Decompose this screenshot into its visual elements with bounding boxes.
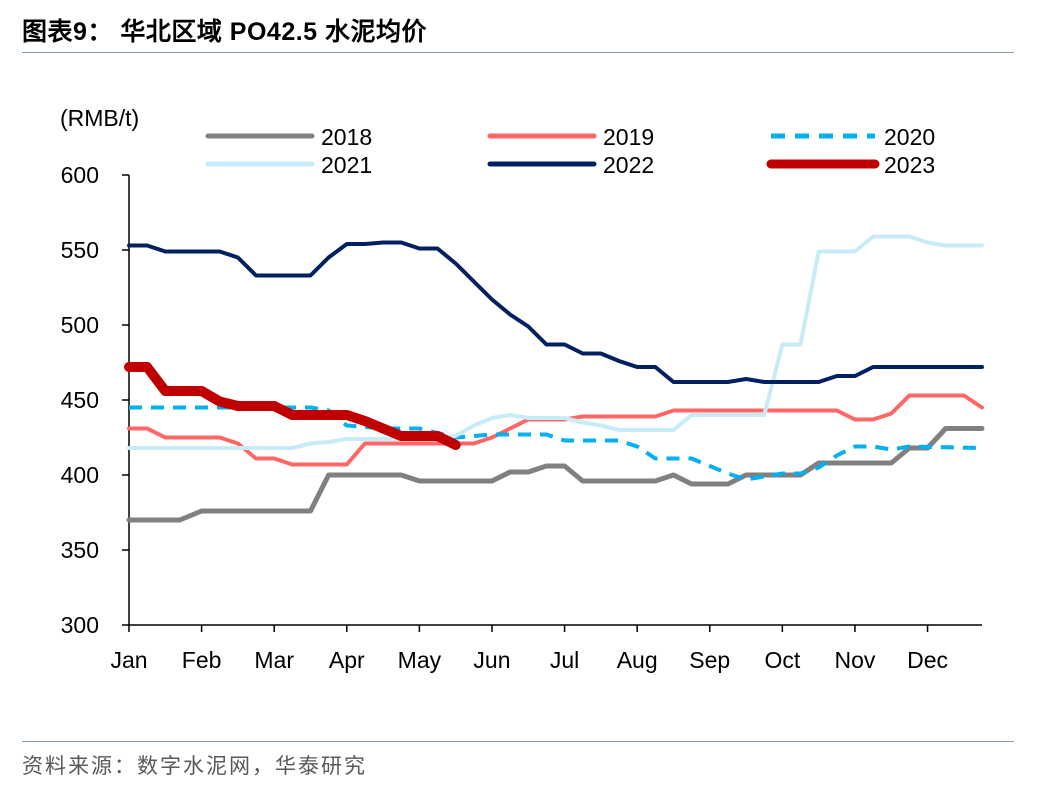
series-line-2023 [124, 362, 461, 450]
legend-label-2019: 2019 [603, 124, 654, 150]
legend-label-2023: 2023 [884, 152, 935, 178]
x-tick-label: Oct [764, 647, 800, 673]
y-tick-label: 400 [61, 462, 99, 488]
legend-label-2021: 2021 [321, 152, 372, 178]
y-tick-label: 350 [61, 537, 99, 563]
x-tick-label: Mar [254, 647, 294, 673]
x-tick-label: May [398, 647, 442, 673]
y-tick-label: 300 [61, 612, 99, 638]
series-line-2018 [126, 426, 985, 523]
series-lines [124, 234, 985, 523]
x-tick-label: Jul [550, 647, 579, 673]
legend-label-2022: 2022 [603, 152, 654, 178]
x-tick-label: Jun [473, 647, 510, 673]
legend-label-2018: 2018 [321, 124, 372, 150]
line-chart: 2018 2019 2020 2021 2022 2023 300 350 400 450 500… [60, 105, 985, 673]
y-tick-label: 600 [61, 162, 99, 188]
axes: 300 350 400 450 500 550 600 Jan Feb Mar Apr May Jun J… [61, 162, 982, 673]
legend: 2018 2019 2020 2021 2022 2023 [205, 124, 935, 178]
series-line-2021 [127, 234, 984, 450]
y-tick-label: 550 [61, 237, 99, 263]
x-tick-label: Apr [329, 647, 365, 673]
x-tick-label: Aug [617, 647, 658, 673]
legend-label-2020: 2020 [884, 124, 935, 150]
y-tick-label: 450 [61, 387, 99, 413]
title-divider [22, 52, 1014, 53]
x-tick-label: Nov [835, 647, 876, 673]
series-line-2020 [129, 405, 983, 482]
x-tick-label: Feb [182, 647, 222, 673]
source-divider [22, 741, 1014, 742]
chart-title: 图表9： 华北区域 PO42.5 水泥均价 [22, 18, 428, 46]
x-tick-label: Jan [110, 647, 147, 673]
source-note: 资料来源：数字水泥网，华泰研究 [22, 755, 367, 778]
y-axis-unit-label: (RMB/t) [60, 105, 139, 131]
series-line-2022 [127, 240, 984, 384]
x-tick-label: Sep [689, 647, 730, 673]
x-tick-label: Dec [907, 647, 948, 673]
y-tick-label: 500 [61, 312, 99, 338]
